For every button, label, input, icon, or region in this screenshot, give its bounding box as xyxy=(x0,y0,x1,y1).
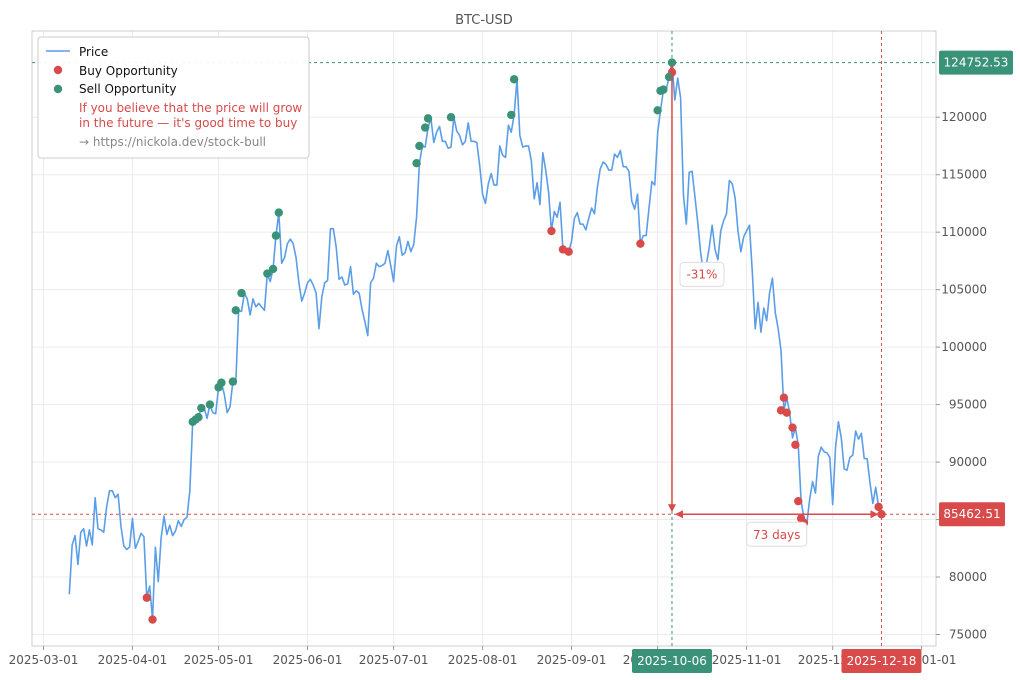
sell-marker xyxy=(415,141,424,151)
duration-arrow-head-left xyxy=(674,510,683,519)
sell-marker xyxy=(237,288,246,298)
x-tick-label: 2025-05-01 xyxy=(184,653,254,667)
annotations: -31% 73 days 124752.53 85462.51 2025-10-06 20… xyxy=(631,50,1013,673)
legend-note-line-2: in the future — it's good time to buy xyxy=(79,116,297,130)
x-tick-label: 2025-08-01 xyxy=(448,653,518,667)
buy-marker xyxy=(782,408,791,417)
sell-marker xyxy=(412,158,421,168)
y-tick-label: 110000 xyxy=(941,225,987,239)
y-tick-label: 80000 xyxy=(949,570,987,584)
sell-marker xyxy=(268,264,278,274)
drawdown-arrow-head-bottom xyxy=(667,504,676,513)
last-value-label: 85462.51 xyxy=(943,507,1000,521)
sell-marker xyxy=(446,113,456,122)
buy-marker xyxy=(794,496,803,506)
sell-marker xyxy=(423,114,433,123)
drawdown-label: -31% xyxy=(686,267,717,281)
high-date-badge xyxy=(631,649,712,673)
y-tick-label: 75000 xyxy=(949,628,987,642)
buy-marker xyxy=(791,440,800,450)
sell-marker xyxy=(271,231,281,240)
sell-marker xyxy=(653,106,662,115)
buy-markers xyxy=(142,68,886,624)
y-tick-label: 105000 xyxy=(941,283,987,297)
duration-label-box xyxy=(746,521,808,547)
last-date-badge xyxy=(841,649,922,673)
sell-marker xyxy=(194,413,203,422)
sell-marker xyxy=(659,85,668,94)
y-tick-label: 90000 xyxy=(949,455,987,469)
buy-marker xyxy=(779,393,789,402)
legend-link[interactable]: → https://nickola.dev/stock-bull xyxy=(79,135,266,149)
legend-buy-label: Buy Opportunity xyxy=(79,64,178,78)
sell-marker xyxy=(197,403,206,413)
drawdown-arrow-head-top xyxy=(667,64,676,73)
sell-marker xyxy=(507,110,516,120)
legend-price-label: Price xyxy=(79,45,108,59)
buy-marker xyxy=(877,510,886,519)
buy-marker xyxy=(547,226,556,236)
high-value-label: 124752.53 xyxy=(944,56,1009,70)
high-value-badge xyxy=(939,50,1013,75)
x-tick-label: 2025-11-01 xyxy=(712,653,782,667)
sell-marker xyxy=(274,208,284,217)
buy-marker xyxy=(142,593,151,602)
legend-sell-swatch xyxy=(53,84,63,94)
x-tick-label: 2025-04-01 xyxy=(98,653,168,667)
duration-arrow-head-right xyxy=(870,510,879,519)
plot-frame xyxy=(31,30,937,647)
legend-box xyxy=(37,36,310,159)
sell-marker xyxy=(217,378,226,387)
y-tick-label: 115000 xyxy=(941,168,987,182)
x-tick-label: 2025-03-01 xyxy=(9,653,79,667)
buy-marker xyxy=(148,615,157,624)
last-date-label: 2025-12-18 xyxy=(847,654,917,668)
sell-markers xyxy=(188,58,677,427)
legend-sell-label: Sell Opportunity xyxy=(79,82,177,96)
x-tick-label: 2025-07-01 xyxy=(359,653,429,667)
x-tick-label: 2025-06-01 xyxy=(273,653,343,667)
duration-label: 73 days xyxy=(753,528,800,542)
sell-marker xyxy=(263,269,272,278)
high-date-label: 2025-10-06 xyxy=(637,654,707,668)
legend-buy-swatch xyxy=(53,65,63,75)
y-tick-label: 95000 xyxy=(949,398,987,412)
sell-marker xyxy=(205,400,215,409)
sell-marker xyxy=(509,75,519,84)
buy-marker xyxy=(874,502,883,512)
sell-marker xyxy=(420,123,430,132)
chart-title: BTC-USD xyxy=(455,13,513,28)
legend: Price Buy Opportunity Sell Opportunity I… xyxy=(37,36,310,159)
buy-marker xyxy=(564,247,573,256)
sell-marker xyxy=(664,72,674,82)
sell-marker xyxy=(228,377,238,386)
buy-marker xyxy=(636,239,645,248)
buy-marker xyxy=(788,423,797,432)
sell-marker xyxy=(667,58,677,67)
grid xyxy=(32,31,936,646)
y-tick-label: 100000 xyxy=(941,340,987,354)
drawdown-label-box xyxy=(679,261,725,287)
y-tick-label: 120000 xyxy=(941,110,987,124)
axis-ticks: 2025-03-01 2025-04-01 2025-05-01 2025-06-01… xyxy=(9,110,987,667)
last-value-badge xyxy=(939,502,1005,527)
legend-note-line-1: If you believe that the price will grow xyxy=(79,101,302,115)
x-tick-label: 2025-09-01 xyxy=(537,653,607,667)
sell-marker xyxy=(231,306,240,315)
